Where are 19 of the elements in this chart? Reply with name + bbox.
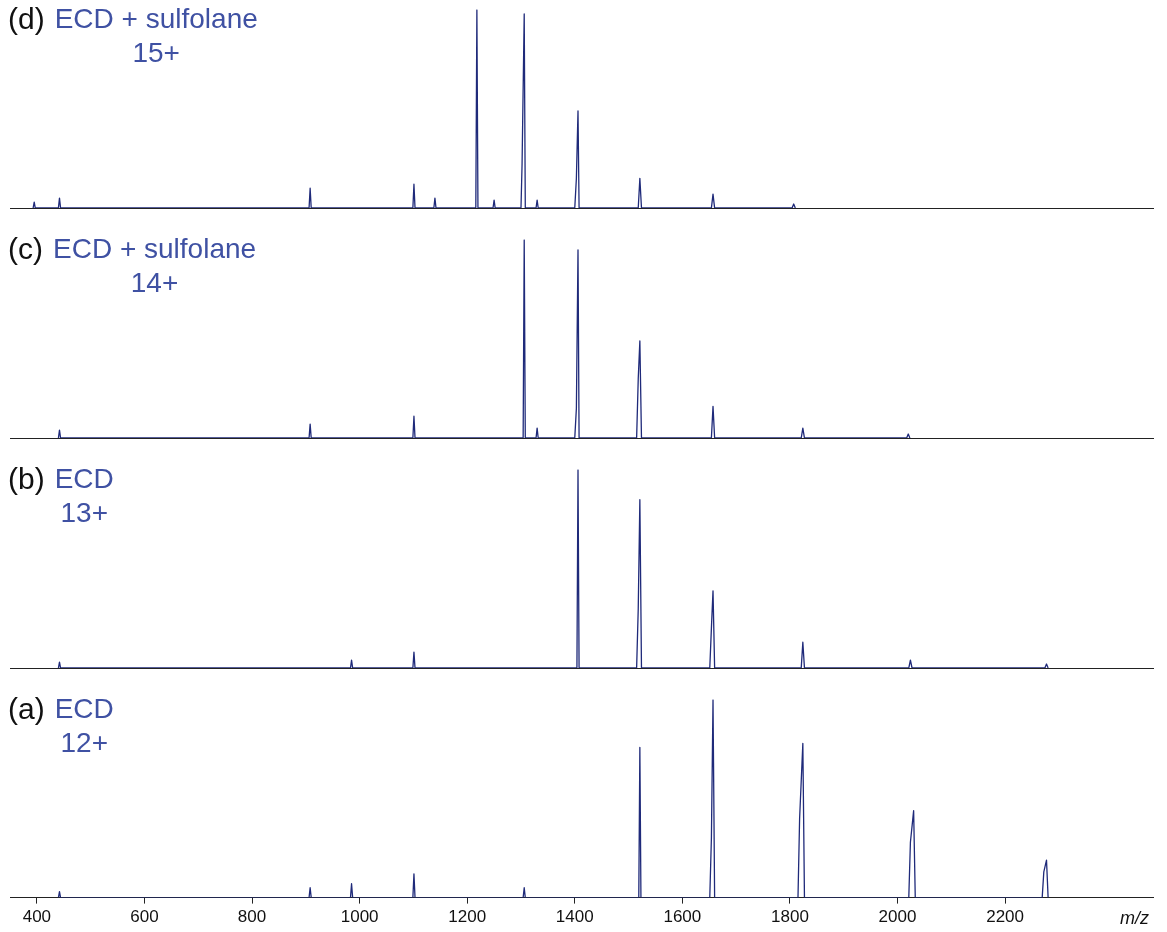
chart-subtitle: ECD + sulfolane 15+ [54, 2, 258, 70]
x-tick-label: 1800 [771, 907, 809, 927]
x-tick-label: 1600 [663, 907, 702, 927]
x-tick-label: 1200 [448, 907, 487, 927]
x-tick-label: 2000 [878, 907, 917, 927]
x-tick-label: 800 [237, 907, 267, 927]
chart-title: (c) [8, 232, 43, 266]
chart-subtitle: ECD 13+ [54, 462, 114, 530]
chart-subtitle: ECD + sulfolane 14+ [52, 232, 257, 300]
x-tick-label: 1400 [555, 907, 594, 927]
x-tick-label: 400 [22, 907, 52, 927]
x-tick-label: 1000 [340, 907, 379, 927]
chart-title: (a) [8, 692, 45, 726]
x-tick-label: 600 [130, 907, 159, 927]
chart-title: (b) [8, 462, 45, 496]
chart-subtitle: ECD 12+ [54, 692, 114, 760]
chart-title: (d) [8, 2, 45, 36]
x-tick-label: 2200 [986, 907, 1024, 927]
x-axis-title: m/z [1120, 907, 1149, 928]
